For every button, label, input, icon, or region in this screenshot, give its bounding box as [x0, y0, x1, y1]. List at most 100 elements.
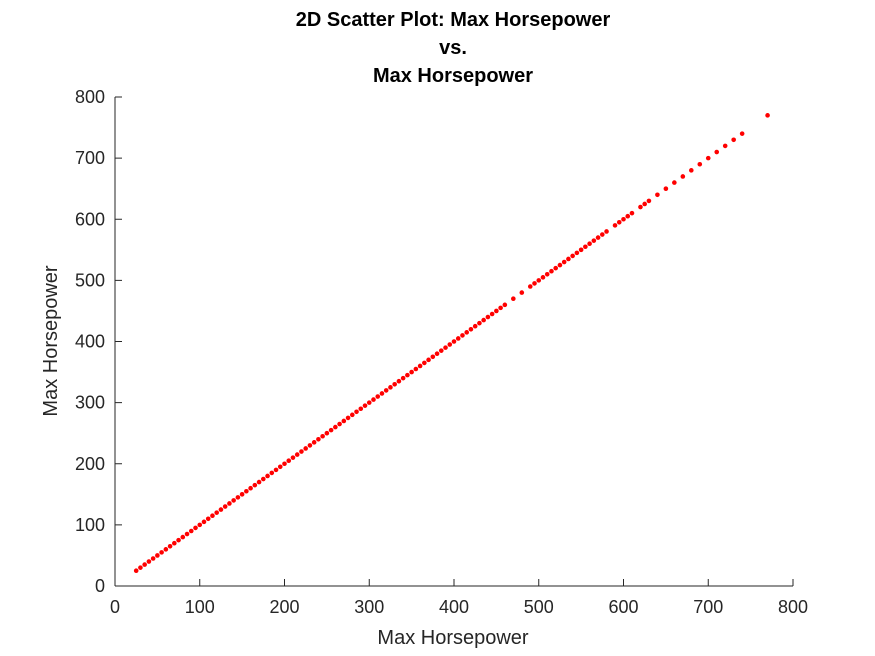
scatter-point	[574, 250, 580, 256]
y-ticks: 0 100 200 300 400 500 600 700 800	[75, 87, 122, 596]
scatter-point	[443, 345, 448, 350]
scatter-point	[705, 155, 711, 161]
chart-title-line-3: Max Horsepower	[373, 65, 533, 87]
scatter-point	[350, 412, 355, 418]
scatter-point	[697, 161, 703, 167]
scatter-point	[689, 168, 694, 173]
scatter-point	[422, 360, 427, 366]
scatter-point	[324, 430, 330, 436]
x-ticks: 0 100 200 300 400 500 600 700 800	[110, 579, 808, 617]
scatter-points	[133, 113, 770, 574]
scatter-point	[201, 519, 207, 525]
scatter-point	[472, 323, 478, 329]
y-tick-label: 800	[75, 87, 105, 107]
scatter-point	[722, 143, 728, 149]
scatter-point	[261, 476, 266, 482]
scatter-point	[557, 262, 563, 268]
scatter-point	[477, 320, 482, 326]
scatter-point	[629, 210, 635, 216]
x-axis-label: Max Horsepower	[377, 627, 529, 649]
scatter-point	[553, 265, 558, 271]
scatter-point	[451, 339, 457, 344]
scatter-point	[159, 550, 164, 555]
x-tick-label: 800	[778, 597, 808, 617]
scatter-point	[460, 333, 465, 338]
scatter-point	[256, 479, 262, 485]
scatter-point	[362, 403, 368, 408]
scatter-point	[358, 406, 364, 412]
scatter-point	[498, 305, 503, 311]
scatter-point	[464, 330, 470, 335]
scatter-point	[583, 244, 588, 250]
scatter-point	[438, 348, 444, 353]
scatter-point	[612, 223, 618, 228]
scatter-point	[341, 418, 347, 424]
scatter-point	[578, 247, 584, 253]
scatter-point	[303, 446, 308, 451]
scatter-point	[430, 354, 436, 360]
scatter-point	[290, 455, 296, 460]
scatter-point	[316, 437, 321, 442]
scatter-point	[248, 485, 253, 491]
scatter-point	[413, 366, 419, 372]
scatter-point	[621, 216, 626, 222]
scatter-point	[142, 562, 147, 567]
scatter-point	[544, 271, 550, 277]
scatter-point	[591, 238, 597, 243]
scatter-point	[320, 433, 325, 439]
scatter-point	[375, 394, 381, 399]
y-tick-label: 600	[75, 209, 105, 229]
scatter-point	[655, 192, 660, 198]
y-axis-label: Max Horsepower	[40, 265, 62, 417]
scatter-point	[214, 510, 219, 515]
scatter-point	[485, 314, 491, 320]
x-tick-label: 0	[110, 597, 120, 617]
scatter-point	[366, 400, 372, 405]
scatter-point	[561, 259, 567, 265]
scatter-point	[417, 363, 423, 369]
x-tick-label: 100	[185, 597, 215, 617]
scatter-point	[405, 372, 410, 378]
chart-title-line-2: vs.	[439, 37, 467, 59]
scatter-point	[328, 427, 334, 433]
scatter-point	[447, 342, 453, 347]
scatter-point	[540, 275, 546, 280]
scatter-point	[532, 281, 537, 286]
scatter-point	[536, 278, 542, 283]
x-tick-label: 300	[354, 597, 384, 617]
scatter-point	[527, 284, 533, 289]
scatter-point	[765, 113, 770, 118]
scatter-point	[519, 290, 525, 295]
scatter-point	[379, 391, 385, 396]
scatter-point	[210, 513, 215, 519]
scatter-point	[273, 467, 279, 473]
scatter-point	[197, 522, 203, 528]
chart-title-line-1: 2D Scatter Plot: Max Horsepower	[296, 9, 611, 31]
scatter-point	[146, 559, 152, 564]
scatter-point	[383, 388, 389, 393]
scatter-point	[739, 131, 745, 136]
scatter-point	[354, 409, 359, 415]
scatter-point	[595, 235, 601, 240]
scatter-point	[269, 470, 275, 476]
scatter-point	[307, 443, 313, 448]
scatter-point	[163, 547, 169, 552]
scatter-point	[604, 229, 609, 234]
scatter-point	[663, 186, 669, 191]
scatter-point	[184, 531, 190, 537]
scatter-point	[311, 440, 317, 445]
y-tick-label: 200	[75, 454, 105, 474]
scatter-point	[680, 174, 686, 179]
scatter-point	[205, 516, 211, 522]
scatter-point	[570, 253, 575, 259]
scatter-point	[282, 461, 287, 467]
scatter-point	[642, 201, 647, 207]
scatter-point	[133, 568, 139, 574]
scatter-point	[235, 495, 241, 500]
scatter-point	[286, 458, 292, 463]
scatter-point	[455, 336, 461, 341]
scatter-point	[672, 180, 677, 185]
scatter-point	[400, 375, 406, 381]
scatter-point	[138, 565, 143, 570]
